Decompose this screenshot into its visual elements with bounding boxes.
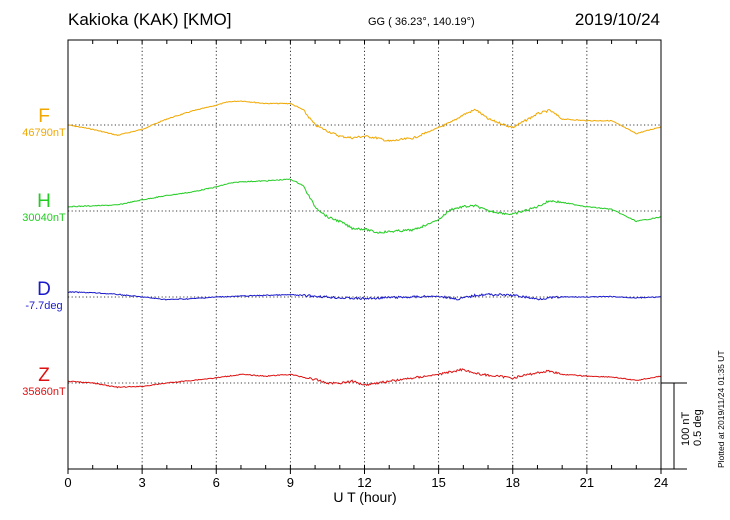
baseline-value-h: 30040nT bbox=[22, 212, 66, 224]
x-tick-label: 18 bbox=[506, 475, 520, 490]
series-line-h bbox=[67, 178, 662, 234]
x-tick-label: 15 bbox=[431, 475, 445, 490]
station-coordinates: GG ( 36.23°, 140.19°) bbox=[368, 16, 475, 28]
series-line-z bbox=[67, 367, 662, 389]
plotted-at-note: Plotted at 2019/11/24 01:35 UT bbox=[716, 350, 726, 468]
x-axis: 0 3 6 9 12 15 18 21 24 bbox=[64, 40, 668, 490]
plot-date: 2019/10/24 bbox=[574, 10, 660, 29]
scale-label-nt: 100 nT bbox=[680, 411, 692, 446]
baseline-value-f: 46790nT bbox=[22, 127, 66, 139]
x-tick-label: 24 bbox=[654, 475, 668, 490]
scale-label-deg: 0.5 deg bbox=[692, 409, 704, 446]
station-title: Kakioka (KAK) [KMO] bbox=[68, 10, 232, 29]
component-name-f: F bbox=[38, 106, 50, 127]
series-lines bbox=[67, 100, 662, 389]
series-line-f bbox=[67, 100, 662, 143]
x-axis-title: U T (hour) bbox=[333, 489, 397, 505]
x-tick-label: 21 bbox=[580, 475, 594, 490]
x-tick-label: 0 bbox=[64, 475, 71, 490]
x-tick-label: 6 bbox=[213, 475, 220, 490]
baseline-value-d: -7.7deg bbox=[25, 300, 63, 312]
series-line-d bbox=[68, 290, 662, 301]
x-tick-label: 3 bbox=[139, 475, 146, 490]
component-name-z: Z bbox=[38, 365, 50, 386]
baseline-value-z: 35860nT bbox=[22, 386, 66, 398]
component-name-d: D bbox=[37, 279, 51, 300]
component-label-f: F 46790nT bbox=[4, 107, 84, 140]
component-label-d: D -7.7deg bbox=[4, 280, 84, 313]
x-tick-label: 12 bbox=[357, 475, 371, 490]
x-tick-label: 9 bbox=[287, 475, 294, 490]
scale-bar bbox=[661, 382, 687, 470]
component-name-h: H bbox=[37, 191, 51, 212]
component-label-h: H 30040nT bbox=[4, 192, 84, 225]
component-label-z: Z 35860nT bbox=[4, 366, 84, 399]
grid bbox=[68, 40, 661, 469]
